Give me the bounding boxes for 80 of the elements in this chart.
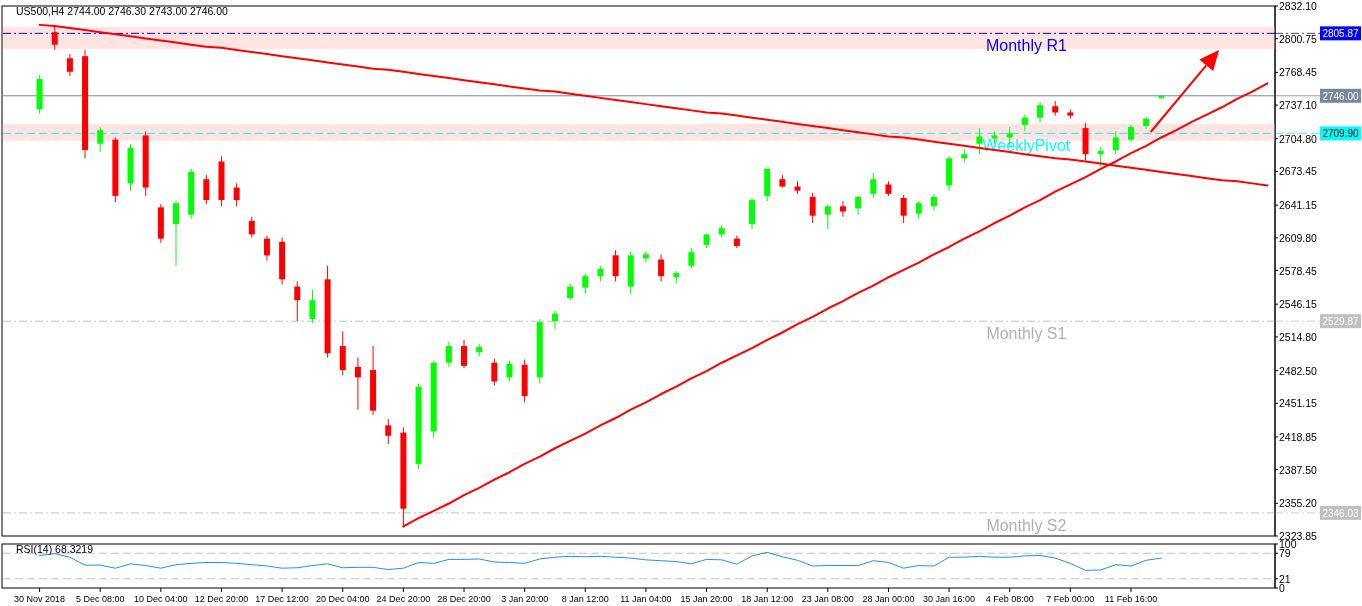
x-tick-label: 30 Nov 2018	[14, 594, 66, 604]
candlestick	[263, 235, 270, 262]
x-tick-label: 3 Jan 20:00	[501, 594, 549, 604]
x-tick-label: 20 Dec 04:00	[315, 594, 370, 604]
y-tick-label: 21	[1279, 572, 1291, 585]
x-tick-label: 7 Feb 00:00	[1046, 594, 1095, 604]
y-tick-label: 2704.80	[1279, 132, 1318, 145]
annotation: Monthly S1	[986, 325, 1067, 343]
x-tick-label: 17 Dec 12:00	[255, 594, 309, 604]
candlestick	[203, 174, 210, 205]
x-tick-label: 4 Feb 08:00	[985, 594, 1034, 604]
candlestick	[688, 247, 695, 270]
y-tick-label: 2768.45	[1279, 66, 1318, 79]
candlestick	[445, 341, 452, 368]
ref-line-label: 2746.00	[1322, 90, 1360, 102]
candlestick	[233, 182, 240, 207]
ref-line-label: 2346.03	[1322, 507, 1360, 519]
candlestick	[461, 339, 468, 369]
x-tick-label: 15 Jan 20:00	[680, 594, 733, 604]
candlestick	[824, 203, 831, 230]
x-tick-label: 30 Jan 16:00	[923, 594, 976, 604]
chart-title: US500,H4 2744.00 2746.30 2743.00 2746.00	[16, 5, 229, 17]
candlestick	[339, 330, 346, 376]
x-tick-label: 8 Jan 12:00	[561, 594, 609, 604]
annotation: Monthly S2	[986, 516, 1067, 534]
candlestick	[749, 197, 756, 230]
x-tick-label: 11 Feb 16:00	[1104, 594, 1158, 604]
candlestick	[612, 249, 619, 282]
candlestick	[809, 192, 816, 224]
candlestick	[1037, 101, 1044, 124]
x-tick-label: 24 Dec 20:00	[376, 594, 431, 604]
y-tick-label: 2451.15	[1279, 397, 1318, 410]
candlestick	[582, 273, 589, 295]
y-tick-label: 2641.15	[1279, 199, 1318, 212]
candlestick	[658, 253, 665, 282]
ref-line-label: 2709.90	[1322, 128, 1360, 140]
y-tick-label: 2800.75	[1279, 32, 1318, 45]
candlestick	[1097, 146, 1104, 168]
y-tick-label: 2387.50	[1279, 463, 1318, 476]
candlestick	[309, 289, 316, 324]
y-tick-label: 2673.45	[1279, 165, 1318, 178]
ref-line-label: 2529.87	[1322, 316, 1360, 328]
candlestick	[870, 172, 877, 199]
chart-title: RSI(14) 68.3219	[16, 543, 94, 555]
candlestick	[839, 200, 846, 218]
x-tick-label: 5 Dec 08:00	[75, 594, 125, 604]
annotation: Monthly R1	[985, 37, 1067, 55]
candlestick	[855, 195, 862, 216]
x-tick-label: 11 Jan 04:00	[620, 594, 672, 604]
x-tick-label: 28 Jan 00:00	[862, 594, 915, 604]
candlestick	[248, 216, 255, 239]
y-tick-label: 2355.20	[1279, 497, 1318, 510]
candlestick	[642, 250, 649, 264]
y-tick-label: 2578.45	[1279, 264, 1318, 277]
y-tick-label: 2609.80	[1279, 231, 1318, 244]
y-tick-label: 79	[1279, 547, 1291, 560]
candlestick	[506, 360, 513, 383]
candlestick	[491, 358, 498, 387]
x-tick-label: 12 Dec 20:00	[194, 594, 249, 604]
candlestick	[354, 357, 361, 411]
y-tick-label: 0	[1279, 582, 1285, 594]
x-tick-label: 10 Dec 04:00	[134, 594, 188, 604]
candlestick	[66, 53, 73, 77]
candlestick	[385, 418, 392, 445]
candlestick	[900, 194, 907, 224]
ref-line-label: 2805.87	[1322, 28, 1360, 40]
y-tick-label: 2737.10	[1279, 99, 1318, 112]
y-tick-label: 2546.15	[1279, 298, 1318, 311]
annotation: WeeklyPivot	[982, 137, 1071, 155]
y-tick-label: 2482.50	[1279, 364, 1318, 377]
y-tick-label: 2514.80	[1279, 330, 1318, 343]
x-tick-label: 23 Jan 08:00	[801, 594, 854, 604]
x-tick-label: 28 Dec 20:00	[437, 594, 491, 604]
y-tick-label: 2832.10	[1279, 0, 1318, 12]
candlestick	[51, 26, 58, 51]
candlestick	[551, 310, 558, 330]
candlestick	[173, 200, 180, 267]
y-tick-label: 2418.85	[1279, 430, 1318, 443]
candlestick	[294, 280, 301, 322]
x-tick-label: 18 Jan 12:00	[741, 594, 794, 604]
